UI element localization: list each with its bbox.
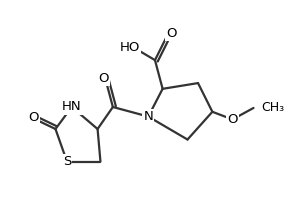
Text: N: N [143,110,153,123]
Text: HO: HO [120,41,140,54]
Text: O: O [166,27,176,40]
Text: O: O [227,113,238,126]
Text: O: O [98,72,109,85]
Text: HN: HN [62,101,82,113]
Text: CH₃: CH₃ [261,101,284,114]
Text: S: S [63,155,71,168]
Text: O: O [28,111,39,124]
